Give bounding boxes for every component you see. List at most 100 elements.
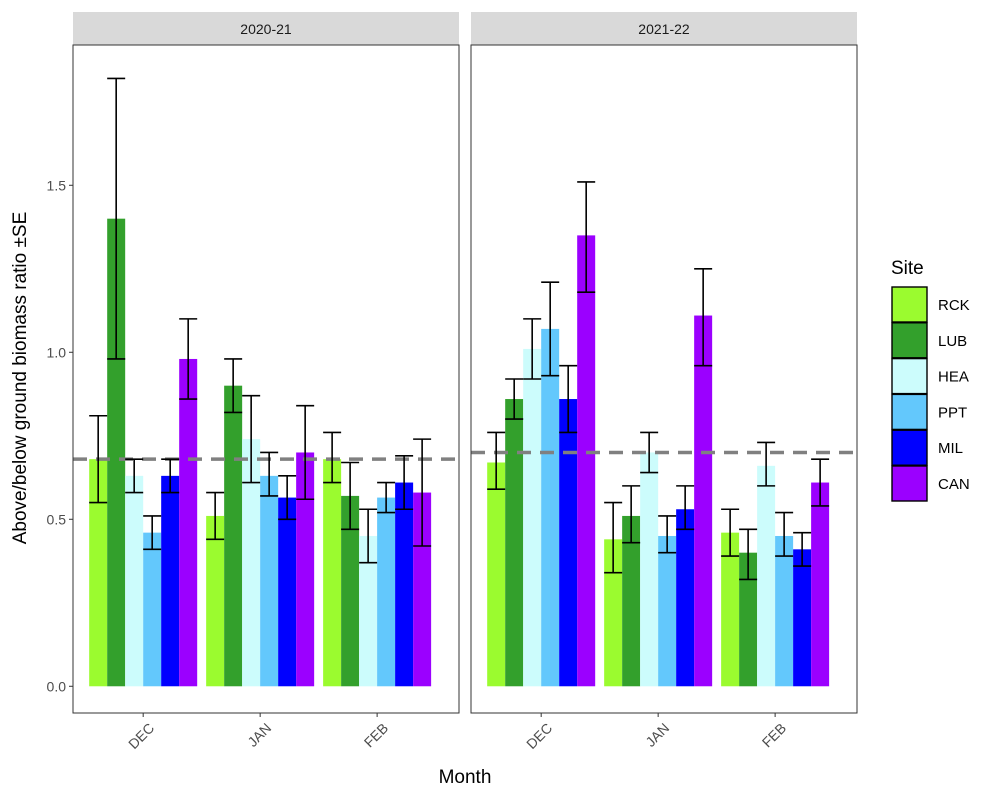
legend-item: MIL xyxy=(891,429,963,466)
legend-key xyxy=(891,322,928,359)
panel-border xyxy=(470,44,858,714)
y-axis-title: Above/below ground biomass ratio ±SE xyxy=(10,212,31,545)
error-bar xyxy=(260,451,279,497)
y-tick-label: 0.5 xyxy=(47,511,67,527)
bar xyxy=(413,492,432,687)
bar xyxy=(694,315,713,687)
error-bar xyxy=(125,458,144,494)
y-tick-label: 0.0 xyxy=(47,678,67,694)
legend-label: CAN xyxy=(938,476,970,493)
error-bar xyxy=(341,461,360,531)
error-bar xyxy=(505,378,524,420)
error-bar xyxy=(161,458,180,494)
panel-border xyxy=(72,44,460,714)
legend-item: PPT xyxy=(891,393,967,431)
error-bar xyxy=(107,77,126,360)
error-bar xyxy=(523,318,542,380)
bar xyxy=(206,515,225,687)
error-bar xyxy=(739,528,758,581)
bar xyxy=(161,475,180,687)
legend-label: MIL xyxy=(938,440,963,457)
bar xyxy=(604,539,623,687)
legend-item: CAN xyxy=(891,465,970,502)
legend-key xyxy=(891,465,928,502)
bar xyxy=(143,532,162,687)
error-bar xyxy=(395,455,414,511)
error-bar xyxy=(676,485,695,531)
bar xyxy=(739,552,758,687)
legend-item: HEA xyxy=(891,357,969,395)
bar xyxy=(559,399,578,687)
bar xyxy=(260,475,279,687)
x-axis-title: Month xyxy=(439,767,492,788)
bar xyxy=(278,497,297,687)
error-bar xyxy=(811,458,830,507)
bar xyxy=(676,509,695,687)
bar xyxy=(775,535,794,687)
bar xyxy=(577,235,596,687)
error-bar xyxy=(413,438,432,547)
error-bar xyxy=(296,404,315,501)
bar xyxy=(377,497,396,687)
legend-label: RCK xyxy=(938,297,970,314)
bar xyxy=(359,535,378,687)
y-tick-label: 1.5 xyxy=(47,177,67,193)
error-bar xyxy=(278,475,297,521)
error-bar xyxy=(577,181,596,293)
error-bar xyxy=(242,394,261,484)
bar xyxy=(505,399,524,687)
bar xyxy=(125,475,144,687)
legend-label: PPT xyxy=(938,404,967,421)
bar xyxy=(793,549,812,687)
error-bar xyxy=(658,515,677,554)
error-bar xyxy=(757,441,776,487)
error-bar xyxy=(604,501,623,574)
error-bar xyxy=(559,364,578,434)
bar xyxy=(658,535,677,687)
error-bar xyxy=(377,481,396,514)
bar xyxy=(323,459,342,687)
error-bar xyxy=(179,318,198,400)
error-bar xyxy=(775,511,794,557)
error-bar xyxy=(541,281,560,377)
y-axis: 0.0 0.5 1.0 1.5 xyxy=(47,177,73,694)
bar xyxy=(523,348,542,687)
facet-strip xyxy=(73,12,459,45)
bar xyxy=(541,328,560,687)
legend-key xyxy=(891,429,928,466)
bar xyxy=(721,532,740,687)
bar xyxy=(179,358,198,687)
facet-strip-label: 2021-22 xyxy=(638,21,690,37)
bar xyxy=(242,439,261,687)
error-bar xyxy=(721,508,740,557)
error-bar xyxy=(640,431,659,474)
error-bar xyxy=(359,508,378,564)
bar xyxy=(622,515,641,687)
legend: Site RCK LUB HEA PPT MIL CAN xyxy=(891,258,970,502)
legend-key xyxy=(891,393,928,431)
y-tick-label: 1.0 xyxy=(47,344,67,360)
error-bar xyxy=(487,431,506,491)
facet-strip xyxy=(471,12,857,45)
error-bar xyxy=(622,485,641,544)
error-bar xyxy=(224,358,243,414)
legend-label: HEA xyxy=(938,369,969,386)
legend-title: Site xyxy=(891,258,924,279)
bar xyxy=(107,218,126,687)
legend-key xyxy=(891,357,928,395)
error-bar xyxy=(206,491,225,541)
error-bar xyxy=(694,267,713,367)
bar xyxy=(296,452,315,687)
error-bar xyxy=(143,515,162,551)
error-bar xyxy=(793,531,812,567)
bar xyxy=(640,452,659,687)
bar xyxy=(89,459,108,687)
legend-item: LUB xyxy=(891,322,967,359)
bar xyxy=(757,465,776,687)
legend-key xyxy=(891,286,928,323)
legend-item: RCK xyxy=(891,286,970,323)
